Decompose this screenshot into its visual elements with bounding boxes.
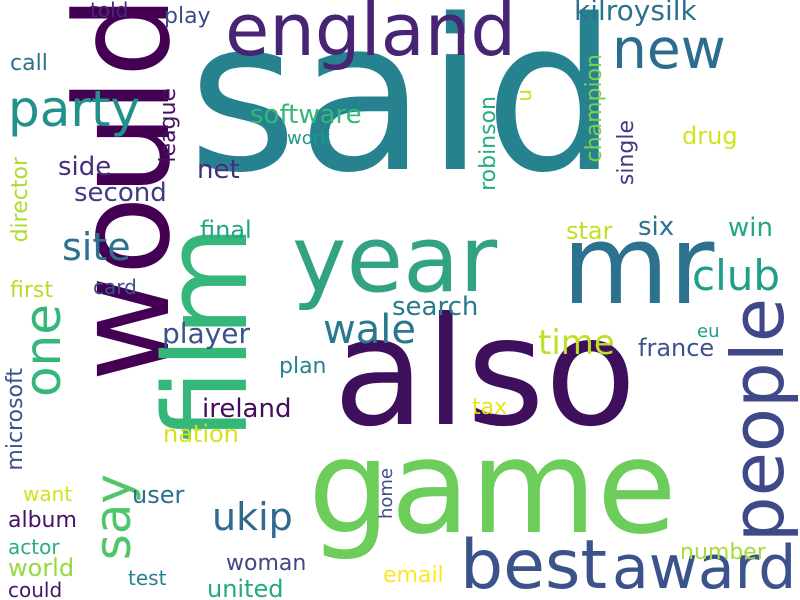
word-second: second [74, 178, 167, 208]
word-win: win [728, 213, 773, 243]
word-plan: plan [279, 354, 327, 379]
word-play: play [164, 4, 211, 29]
word-nation: nation [163, 420, 239, 448]
word-first: first [10, 278, 53, 303]
word-best: best [460, 526, 608, 600]
word-player: player [162, 317, 251, 350]
word-net: net [197, 155, 240, 185]
word-said: said [188, 0, 618, 219]
word-u: u [512, 89, 536, 102]
word-final: final [200, 216, 252, 244]
word-microsoft: microsoft [3, 368, 28, 471]
word-world: world [8, 554, 75, 582]
word-star: star [566, 217, 613, 245]
word-software: software [250, 100, 362, 130]
word-test: test [128, 566, 167, 590]
word-say: say [84, 474, 142, 561]
word-club: club [692, 251, 781, 300]
word-album: album [8, 508, 77, 533]
word-game: game [308, 411, 677, 563]
word-england: england [225, 0, 517, 72]
word-told: told [90, 0, 129, 22]
word-ireland: ireland [202, 394, 292, 424]
word-email: email [383, 563, 444, 588]
word-home: home [376, 468, 397, 520]
word-kilroysilk: kilroysilk [574, 0, 697, 27]
word-eu: eu [697, 321, 720, 342]
word-also: also [333, 286, 637, 460]
word-woman: woman [226, 551, 307, 576]
word-want: want [23, 482, 73, 506]
word-party: party [8, 80, 141, 138]
word-people: people [716, 298, 800, 543]
word-side: side [58, 152, 112, 182]
word-mr: mr [562, 201, 715, 329]
word-call: call [10, 51, 48, 76]
word-number: number [680, 540, 766, 565]
word-work: work [287, 128, 331, 149]
word-champion: champion [582, 54, 607, 163]
word-wale: wale [323, 307, 416, 353]
word-single: single [614, 120, 639, 186]
word-user: user [132, 481, 185, 509]
word-united: united [207, 575, 284, 600]
word-year: year [292, 206, 498, 313]
word-league: league [156, 88, 181, 163]
word-time: time [538, 323, 615, 363]
word-tax: tax [472, 395, 508, 420]
word-six: six [638, 212, 675, 242]
word-search: search [392, 292, 479, 322]
word-robinson: robinson [476, 96, 501, 191]
word-drug: drug [682, 122, 738, 150]
word-award: award [612, 533, 797, 600]
word-card: card [93, 275, 137, 299]
word-new: new [612, 17, 726, 81]
word-site: site [62, 225, 131, 269]
word-france: france [638, 334, 715, 362]
word-ukip: ukip [212, 495, 293, 539]
word-director: director [8, 157, 33, 243]
word-could: could [8, 578, 63, 600]
word-actor: actor [8, 535, 60, 559]
